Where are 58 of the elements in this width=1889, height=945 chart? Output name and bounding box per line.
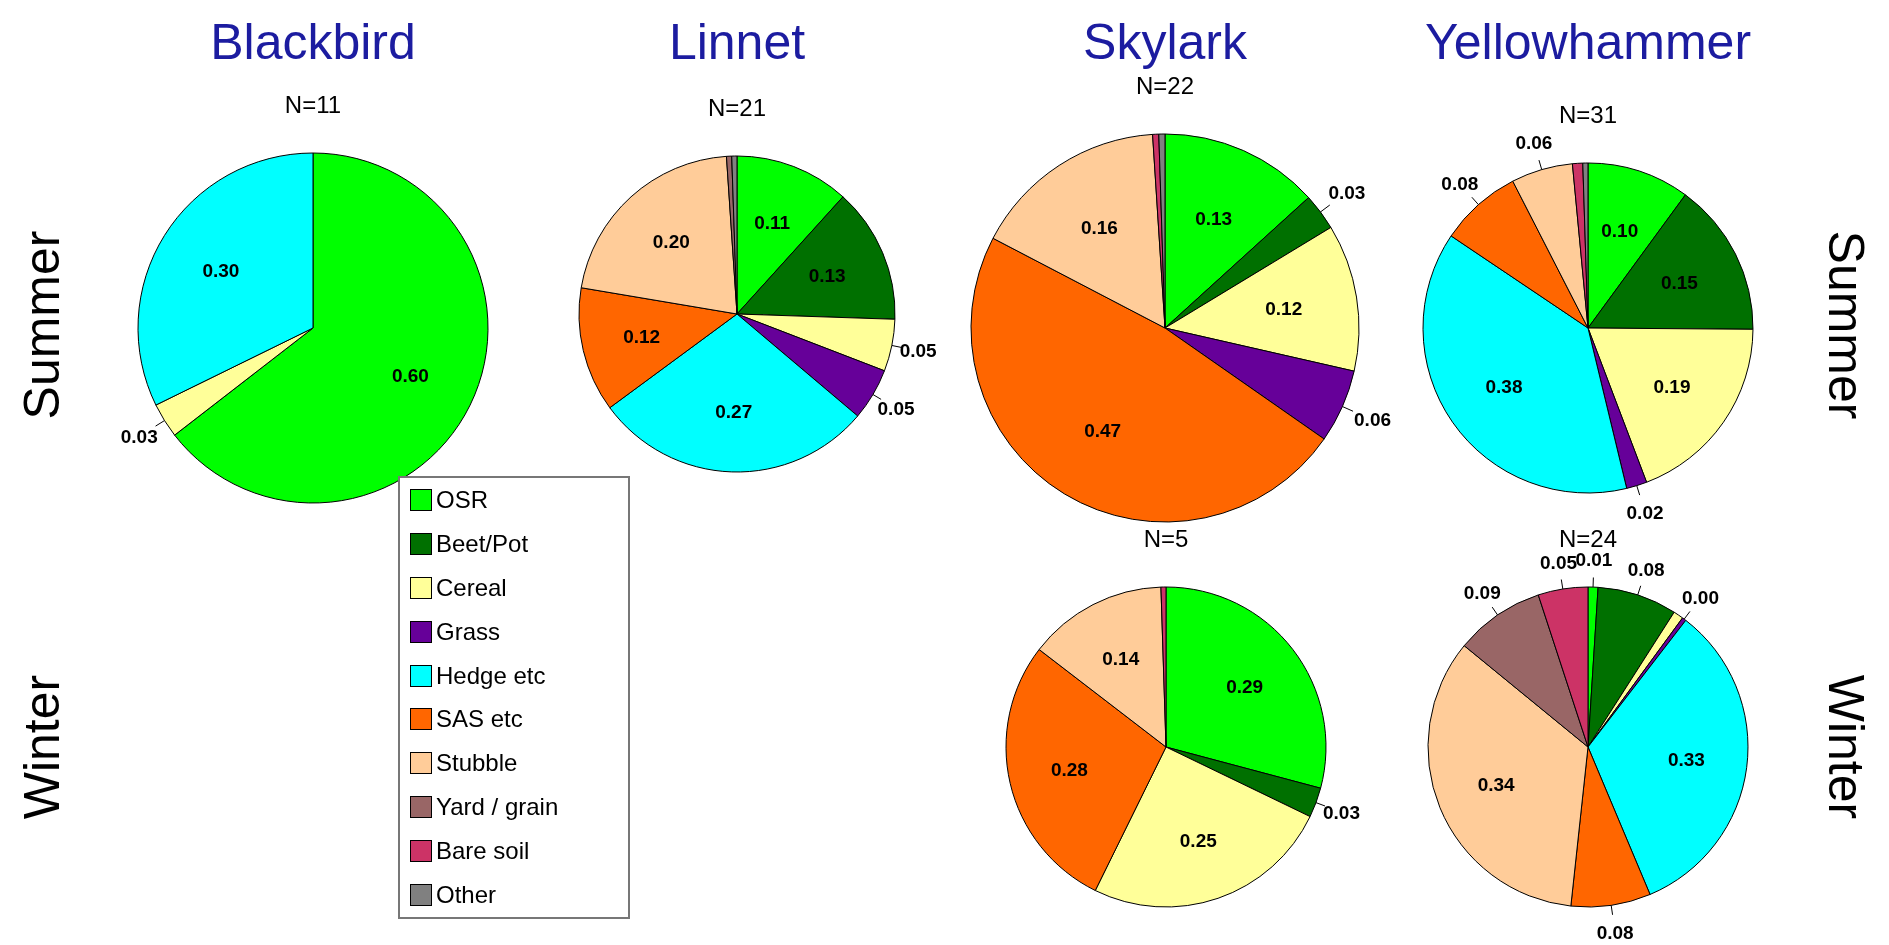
legend-label: Stubble (436, 749, 518, 778)
legend-label: Beet/Pot (436, 529, 529, 558)
chart-title: N=31 (1557, 101, 1618, 129)
data-label: 0.16 (1080, 216, 1118, 238)
data-label: 0.06 (1354, 409, 1392, 431)
legend-label: Bare soil (436, 837, 530, 865)
data-label: 0.29 (1226, 676, 1264, 698)
legend-label: SAS etc (436, 705, 523, 734)
data-label: 0.14 (1102, 648, 1140, 670)
data-label: 0.03 (1328, 181, 1366, 203)
data-label: 0.60 (391, 365, 429, 387)
data-label: 0.33 (1667, 749, 1705, 771)
text: Summer (13, 230, 71, 420)
data-label: 0.05 (899, 340, 938, 362)
data-label: 0.10 (1601, 220, 1639, 242)
legend-label: Grass (436, 617, 501, 646)
data-label: 0.27 (715, 401, 753, 423)
data-label: 0.13 (808, 265, 846, 287)
data-label: 0.30 (202, 260, 240, 282)
text: Summer (1817, 230, 1875, 420)
data-label: 0.11 (754, 212, 791, 234)
data-label: 0.28 (1050, 759, 1088, 781)
legend-label: Yard / grain (436, 793, 559, 822)
chart-title: N=22 (1134, 72, 1195, 100)
legend-label: Cereal (436, 573, 507, 602)
data-label: 0.08 (1596, 921, 1634, 943)
data-label: 0.38 (1485, 375, 1523, 397)
data-label: 0.12 (1265, 298, 1303, 320)
data-label: 0.03 (1323, 801, 1361, 823)
data-label: 0.15 (1660, 271, 1699, 293)
data-label: 0.03 (120, 425, 158, 447)
text: Winter (1817, 674, 1875, 820)
data-label: 0.12 (623, 326, 661, 348)
chart-title: N=5 (1142, 525, 1190, 553)
text: Linnet (668, 13, 806, 71)
legend-label: OSR (436, 486, 489, 514)
data-label: 0.20 (652, 230, 690, 252)
data-label: 0.02 (1626, 501, 1664, 523)
text: Yellowhammer (1424, 13, 1752, 71)
chart-title: N=11 (283, 91, 343, 119)
data-label: 0.00 (1682, 586, 1719, 608)
text: Winter (13, 674, 71, 820)
text: Skylark (1083, 13, 1247, 71)
legend-label: Other (436, 880, 497, 909)
chart-title: N=21 (706, 94, 767, 122)
data-label: 0.19 (1653, 375, 1691, 397)
data-label: 0.08 (1441, 173, 1479, 195)
legend-label: Hedge etc (436, 661, 546, 690)
data-label: 0.05 (1540, 551, 1578, 573)
data-label: 0.06 (1515, 132, 1553, 154)
data-label: 0.13 (1195, 207, 1233, 229)
data-label: 0.08 (1627, 558, 1665, 580)
data-label: 0.25 (1179, 830, 1218, 852)
data-label: 0.05 (877, 397, 915, 419)
data-label: 0.34 (1477, 774, 1516, 796)
text: Blackbird (210, 13, 416, 71)
data-label: 0.09 (1463, 582, 1501, 604)
data-label: 0.47 (1084, 420, 1122, 442)
